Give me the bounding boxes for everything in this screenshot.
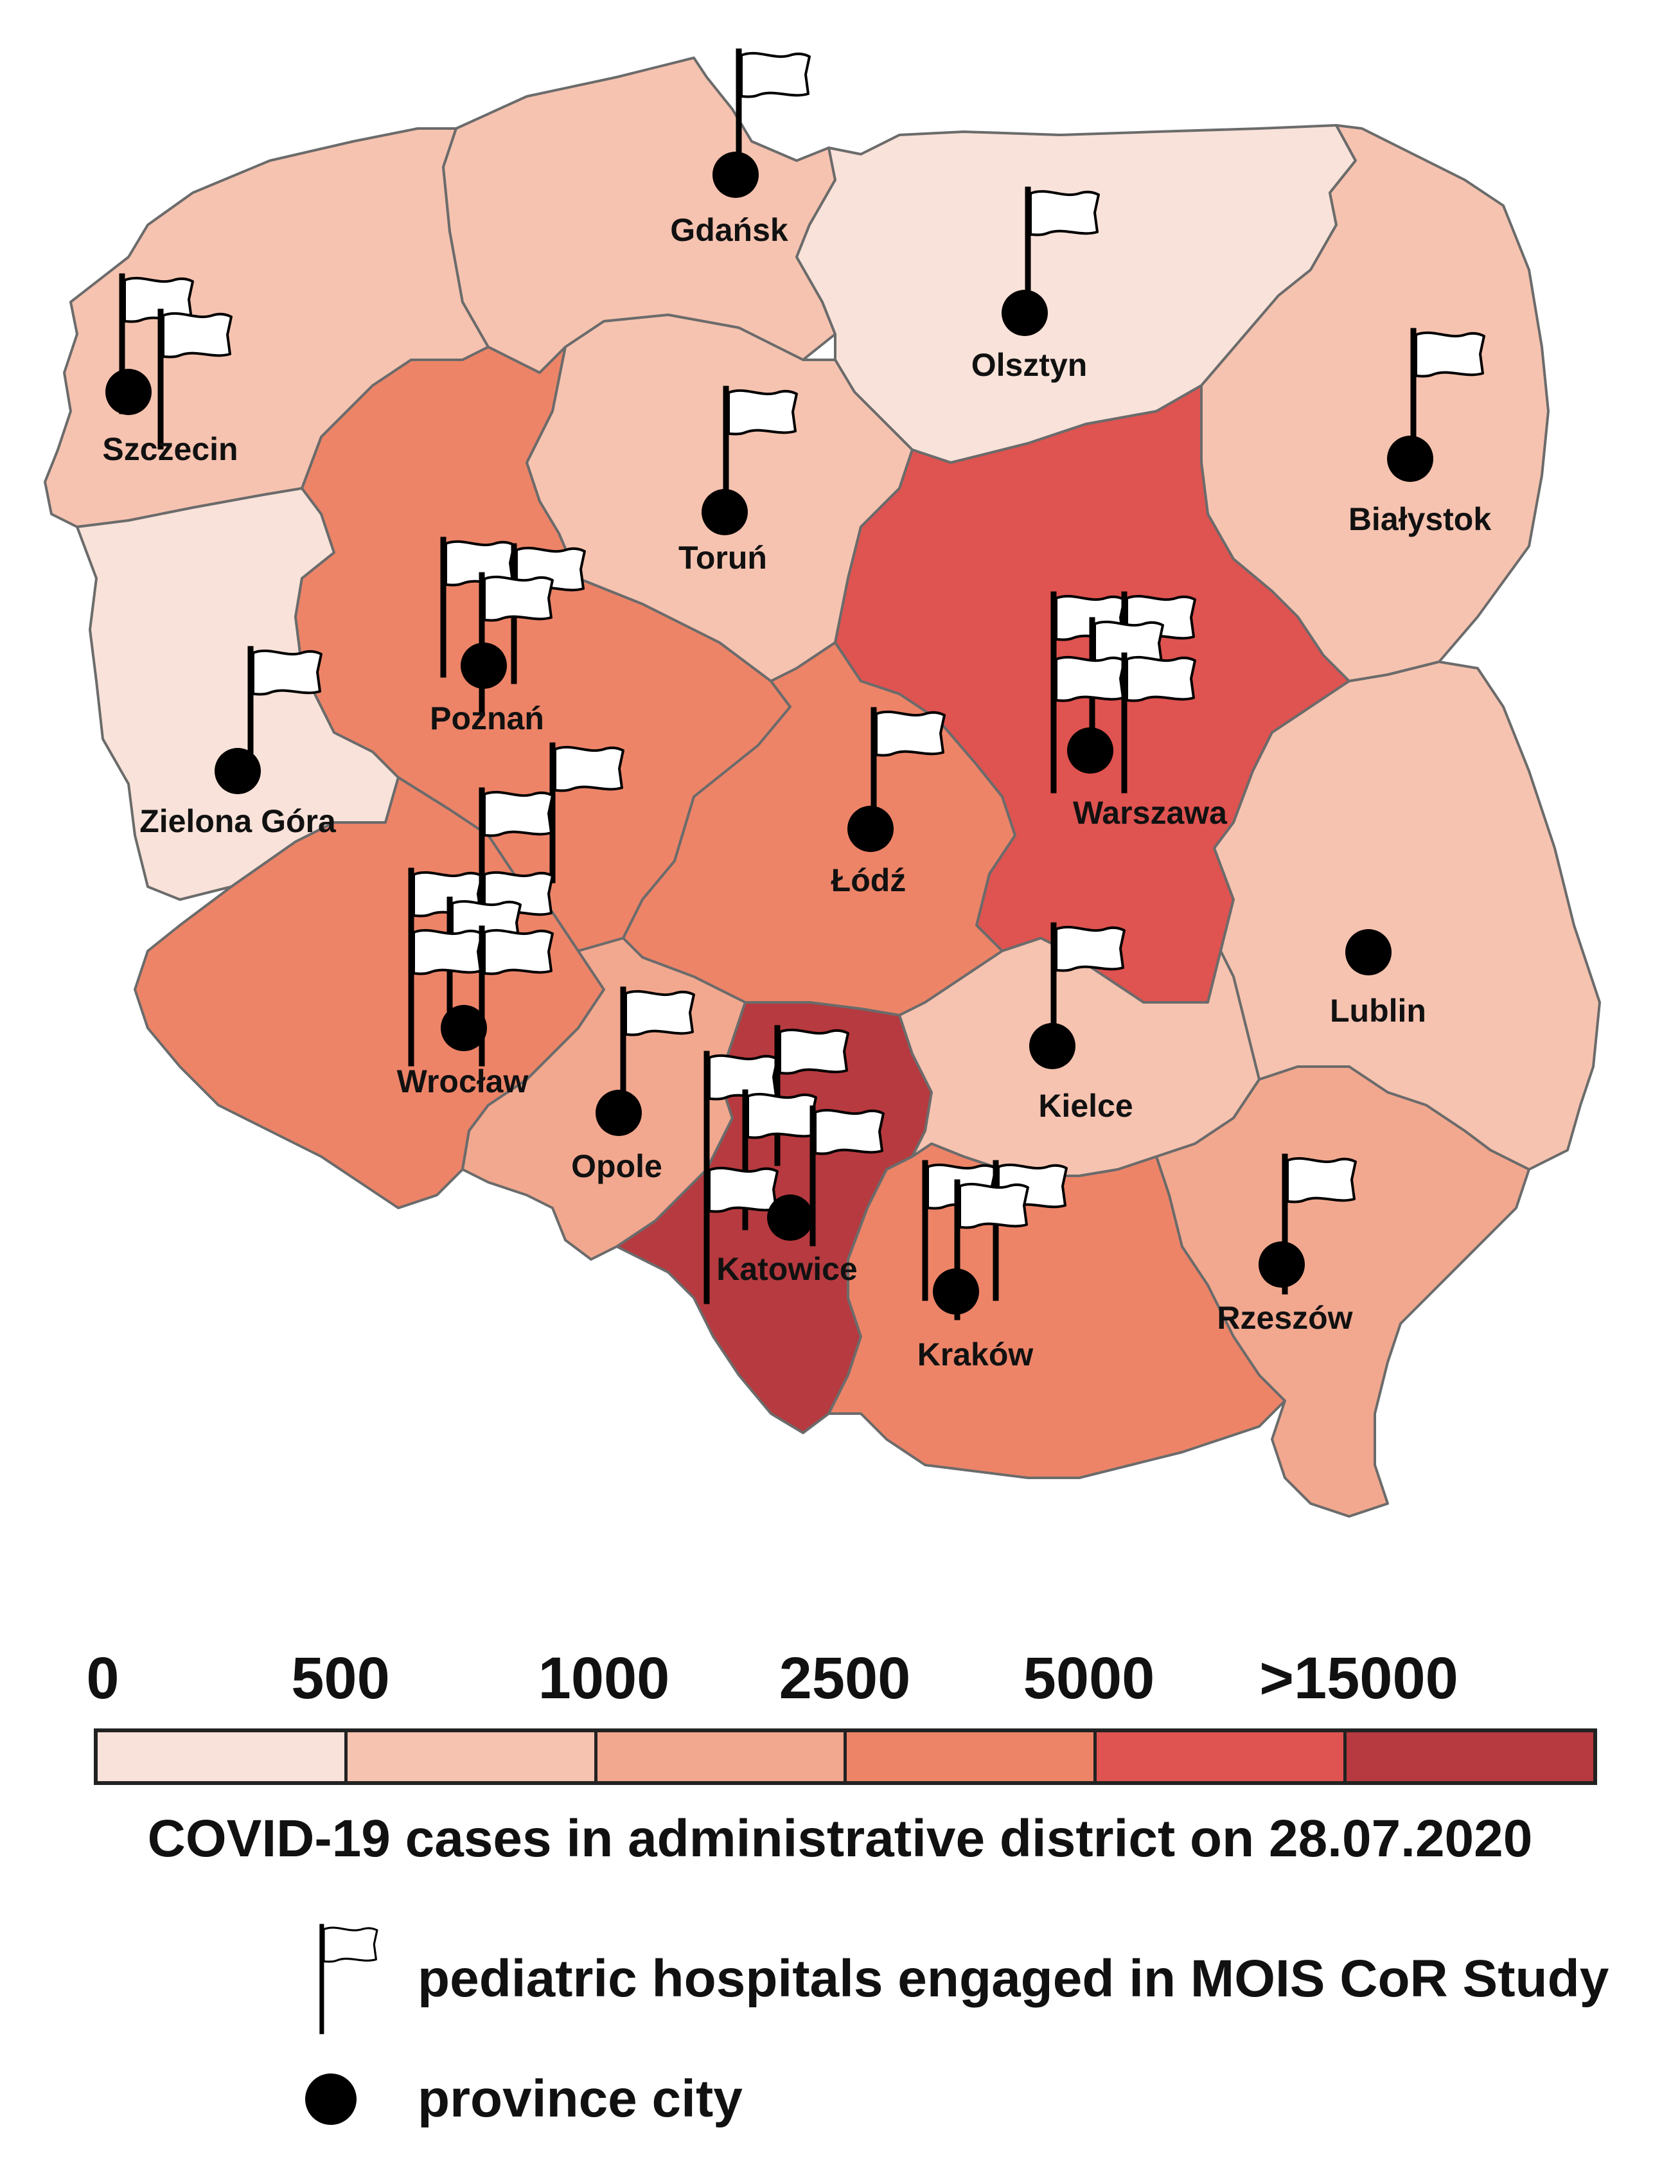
- city-label-krakow: Kraków: [917, 1336, 1034, 1372]
- scale-swatch: [597, 1732, 847, 1781]
- scale-labels: 0 500 1000 2500 5000 >15000: [86, 1645, 1593, 1716]
- black-dot-icon: [215, 748, 261, 794]
- city-label-gdansk: Gdańsk: [670, 212, 788, 248]
- black-dot-icon: [596, 1090, 642, 1136]
- black-dot-icon: [1067, 727, 1113, 774]
- black-dot-icon: [1002, 290, 1048, 336]
- city-label-bialystok: Białystok: [1348, 501, 1492, 537]
- scale-label: 5000: [1023, 1646, 1155, 1711]
- city-label-wroclaw: Wrocław: [397, 1063, 529, 1099]
- black-dot-icon: [712, 152, 759, 198]
- city-label-torun: Toruń: [678, 540, 767, 576]
- scale-label: 2500: [779, 1646, 911, 1711]
- city-label-warszawa: Warszawa: [1073, 795, 1228, 831]
- city-label-olsztyn: Olsztyn: [971, 347, 1088, 383]
- city-label-lodz: Łódź: [831, 862, 906, 898]
- city-label-zielona-gora: Zielona Góra: [139, 803, 337, 839]
- city-label-opole: Opole: [571, 1148, 662, 1184]
- city-label-lublin: Lublin: [1330, 993, 1426, 1029]
- legend-dot-row: province city: [302, 2069, 743, 2129]
- city-label-poznan: Poznań: [430, 700, 544, 736]
- province-city-dots: [105, 152, 1433, 1315]
- region-podkarpackie: [1155, 1065, 1530, 1518]
- scale-label: 0: [86, 1646, 119, 1711]
- scale-label: 1000: [538, 1646, 670, 1711]
- scale-swatch: [847, 1732, 1097, 1781]
- black-dot-icon: [105, 369, 152, 415]
- legend-title: COVID-19 cases in administrative distric…: [147, 1809, 1533, 1868]
- black-dot-icon: [702, 489, 748, 535]
- legend-dot-label: province city: [418, 2070, 743, 2128]
- city-label-rzeszow: Rzeszów: [1217, 1300, 1352, 1336]
- scale-swatch: [1097, 1732, 1347, 1781]
- scale-swatch: [1347, 1732, 1593, 1781]
- black-dot-icon: [767, 1194, 813, 1241]
- region-malopolskie: [827, 1142, 1286, 1479]
- black-dot-icon: [461, 643, 507, 689]
- black-dot-icon: [933, 1268, 979, 1315]
- black-dot-icon: [1387, 436, 1433, 482]
- city-label-katowice: Katowice: [716, 1251, 858, 1287]
- scale-label: 500: [291, 1646, 390, 1711]
- black-dot-icon: [1345, 929, 1392, 975]
- city-label-kielce: Kielce: [1038, 1088, 1133, 1124]
- black-dot-icon: [847, 806, 894, 852]
- scale-swatch: [347, 1732, 597, 1781]
- poland-map: Gdańsk Olsztyn Szczecin Białystok Toruń …: [44, 0, 1601, 1518]
- black-dot-icon: [441, 1005, 487, 1051]
- black-dot-icon: [1259, 1241, 1305, 1288]
- scale-swatch: [98, 1732, 348, 1781]
- legend-flag-row: pediatric hospitals engaged in MOIS CoR …: [302, 1921, 1609, 2037]
- scale-label: >15000: [1259, 1646, 1458, 1711]
- white-flag-icon: [319, 1924, 378, 2034]
- city-label-szczecin: Szczecin: [102, 431, 238, 467]
- color-scale-bar: [94, 1728, 1597, 1785]
- black-dot-icon: [305, 2073, 357, 2125]
- city-labels: Gdańsk Olsztyn Szczecin Białystok Toruń …: [102, 212, 1491, 1372]
- black-dot-icon: [1029, 1023, 1075, 1069]
- legend-flag-label: pediatric hospitals engaged in MOIS CoR …: [418, 1949, 1609, 2008]
